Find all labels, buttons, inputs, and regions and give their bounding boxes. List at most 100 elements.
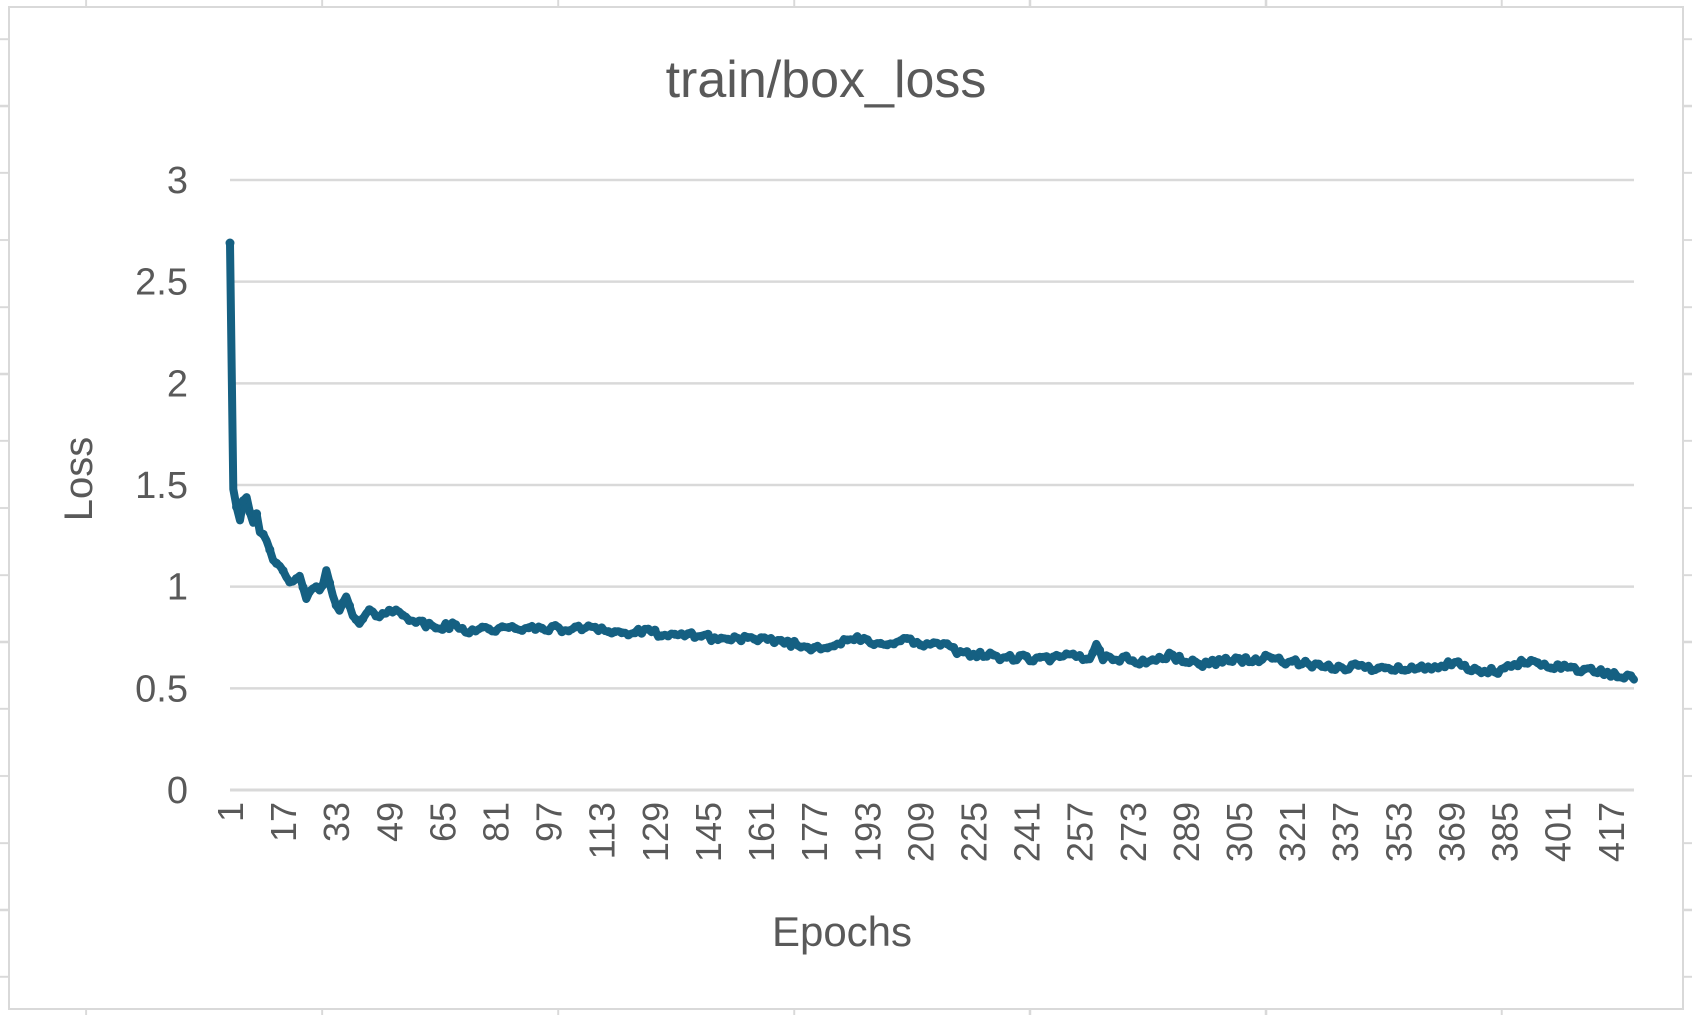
marker-dot — [889, 639, 899, 649]
x-tick-label: 129 — [635, 802, 676, 862]
marker-dot — [716, 633, 726, 643]
x-tick-label: 385 — [1485, 802, 1526, 862]
y-axis-title: Loss — [57, 437, 101, 522]
marker-dot — [258, 529, 268, 539]
marker-dot — [683, 629, 693, 639]
marker-dot — [444, 624, 454, 634]
marker-dot — [902, 634, 912, 643]
marker-dot — [1115, 656, 1124, 666]
marker-dot — [1486, 663, 1496, 673]
x-tick-label: 321 — [1272, 802, 1313, 862]
marker-dot — [1234, 654, 1244, 663]
marker-dot — [550, 621, 560, 630]
marker-dot — [783, 636, 793, 646]
marker-dot — [1446, 660, 1456, 670]
marker-dot — [1340, 665, 1350, 675]
marker-dot — [1188, 655, 1198, 665]
marker-dot — [942, 639, 952, 649]
marker-dot — [1042, 652, 1051, 662]
marker-dot — [1075, 651, 1085, 660]
y-tick-label: 1.5 — [135, 465, 188, 507]
marker-dot — [1420, 664, 1430, 674]
marker-dot — [1161, 654, 1171, 664]
marker-dot — [988, 650, 998, 660]
marker-dot — [272, 558, 281, 568]
marker-dot — [1493, 668, 1503, 678]
marker-dot — [364, 605, 374, 615]
x-tick-label: 33 — [316, 802, 357, 842]
marker-dot — [232, 502, 242, 512]
marker-dot — [497, 622, 507, 632]
marker-dot — [803, 642, 812, 652]
marker-dot — [252, 509, 262, 519]
marker-dot — [1274, 653, 1284, 663]
marker-dot — [710, 633, 720, 643]
marker-dot — [1347, 660, 1357, 670]
marker-dot — [1168, 650, 1178, 660]
x-tick-label: 177 — [794, 802, 835, 862]
marker-dot — [882, 640, 892, 650]
marker-dot — [1008, 655, 1018, 665]
y-tick-label: 3 — [167, 160, 188, 202]
marker-dot — [1553, 660, 1563, 670]
marker-dot — [955, 647, 965, 656]
marker-dot — [1579, 664, 1589, 674]
marker-dot — [358, 614, 368, 624]
marker-dot — [676, 629, 686, 639]
marker-dot — [1294, 660, 1304, 670]
marker-dot — [975, 647, 985, 657]
marker-dot — [437, 624, 447, 634]
marker-dot — [922, 639, 932, 649]
marker-dot — [1081, 654, 1091, 664]
marker-dot — [544, 626, 554, 636]
marker-dot — [1095, 645, 1105, 655]
marker-dot — [451, 620, 461, 630]
x-tick-label: 273 — [1113, 802, 1154, 862]
x-tick-label: 417 — [1591, 802, 1632, 862]
marker-dot — [1028, 656, 1038, 666]
marker-dot — [597, 623, 607, 633]
marker-dot — [1247, 657, 1257, 667]
marker-dot — [836, 639, 846, 649]
marker-dot — [491, 626, 500, 636]
marker-dot — [909, 638, 919, 648]
x-tick-label: 241 — [1007, 802, 1048, 862]
marker-dot — [557, 627, 567, 637]
marker-dot — [1134, 659, 1144, 669]
marker-dot — [245, 507, 255, 517]
y-tick-label: 2.5 — [135, 262, 188, 304]
marker-dot — [225, 238, 235, 248]
x-tick-label: 161 — [741, 802, 782, 862]
marker-dot — [291, 574, 301, 584]
x-tick-label: 369 — [1431, 802, 1472, 862]
marker-dot — [1015, 651, 1025, 661]
marker-dot — [603, 627, 613, 637]
marker-dot — [457, 623, 467, 633]
marker-dot — [1300, 656, 1310, 666]
x-tick-label: 81 — [476, 802, 517, 842]
x-tick-label: 225 — [953, 802, 994, 862]
marker-dot — [1254, 657, 1264, 667]
x-tick-label: 145 — [688, 802, 729, 862]
marker-dot — [776, 635, 786, 645]
marker-dot — [1606, 671, 1616, 681]
y-axis-tick-labels: 0 0.5 1 1.5 2 2.5 3 — [135, 160, 188, 812]
x-tick-label: 17 — [263, 802, 304, 842]
marker-dot — [610, 627, 620, 637]
marker-dot — [345, 601, 354, 611]
marker-dot — [949, 643, 959, 652]
x-tick-label: 49 — [369, 802, 410, 842]
marker-dot — [1460, 660, 1470, 670]
marker-dot — [1566, 662, 1576, 672]
marker-dot — [564, 626, 574, 636]
x-axis-tick-labels: 1 17 33 49 65 81 97 113 129 145 161 177 193 209 225 241… — [210, 802, 1632, 862]
marker-dot — [869, 640, 879, 650]
marker-dot — [577, 625, 587, 635]
chart-container[interactable]: train/box_loss 0 0.5 1 1.5 2 2.5 3 1 17 33 49 65 81… — [8, 6, 1684, 1010]
marker-dot — [1466, 666, 1476, 676]
marker-dot — [1267, 653, 1277, 663]
x-tick-label: 257 — [1060, 802, 1101, 862]
marker-dot — [1586, 663, 1596, 673]
marker-dot — [789, 636, 799, 646]
loss-line-series — [225, 238, 1638, 684]
